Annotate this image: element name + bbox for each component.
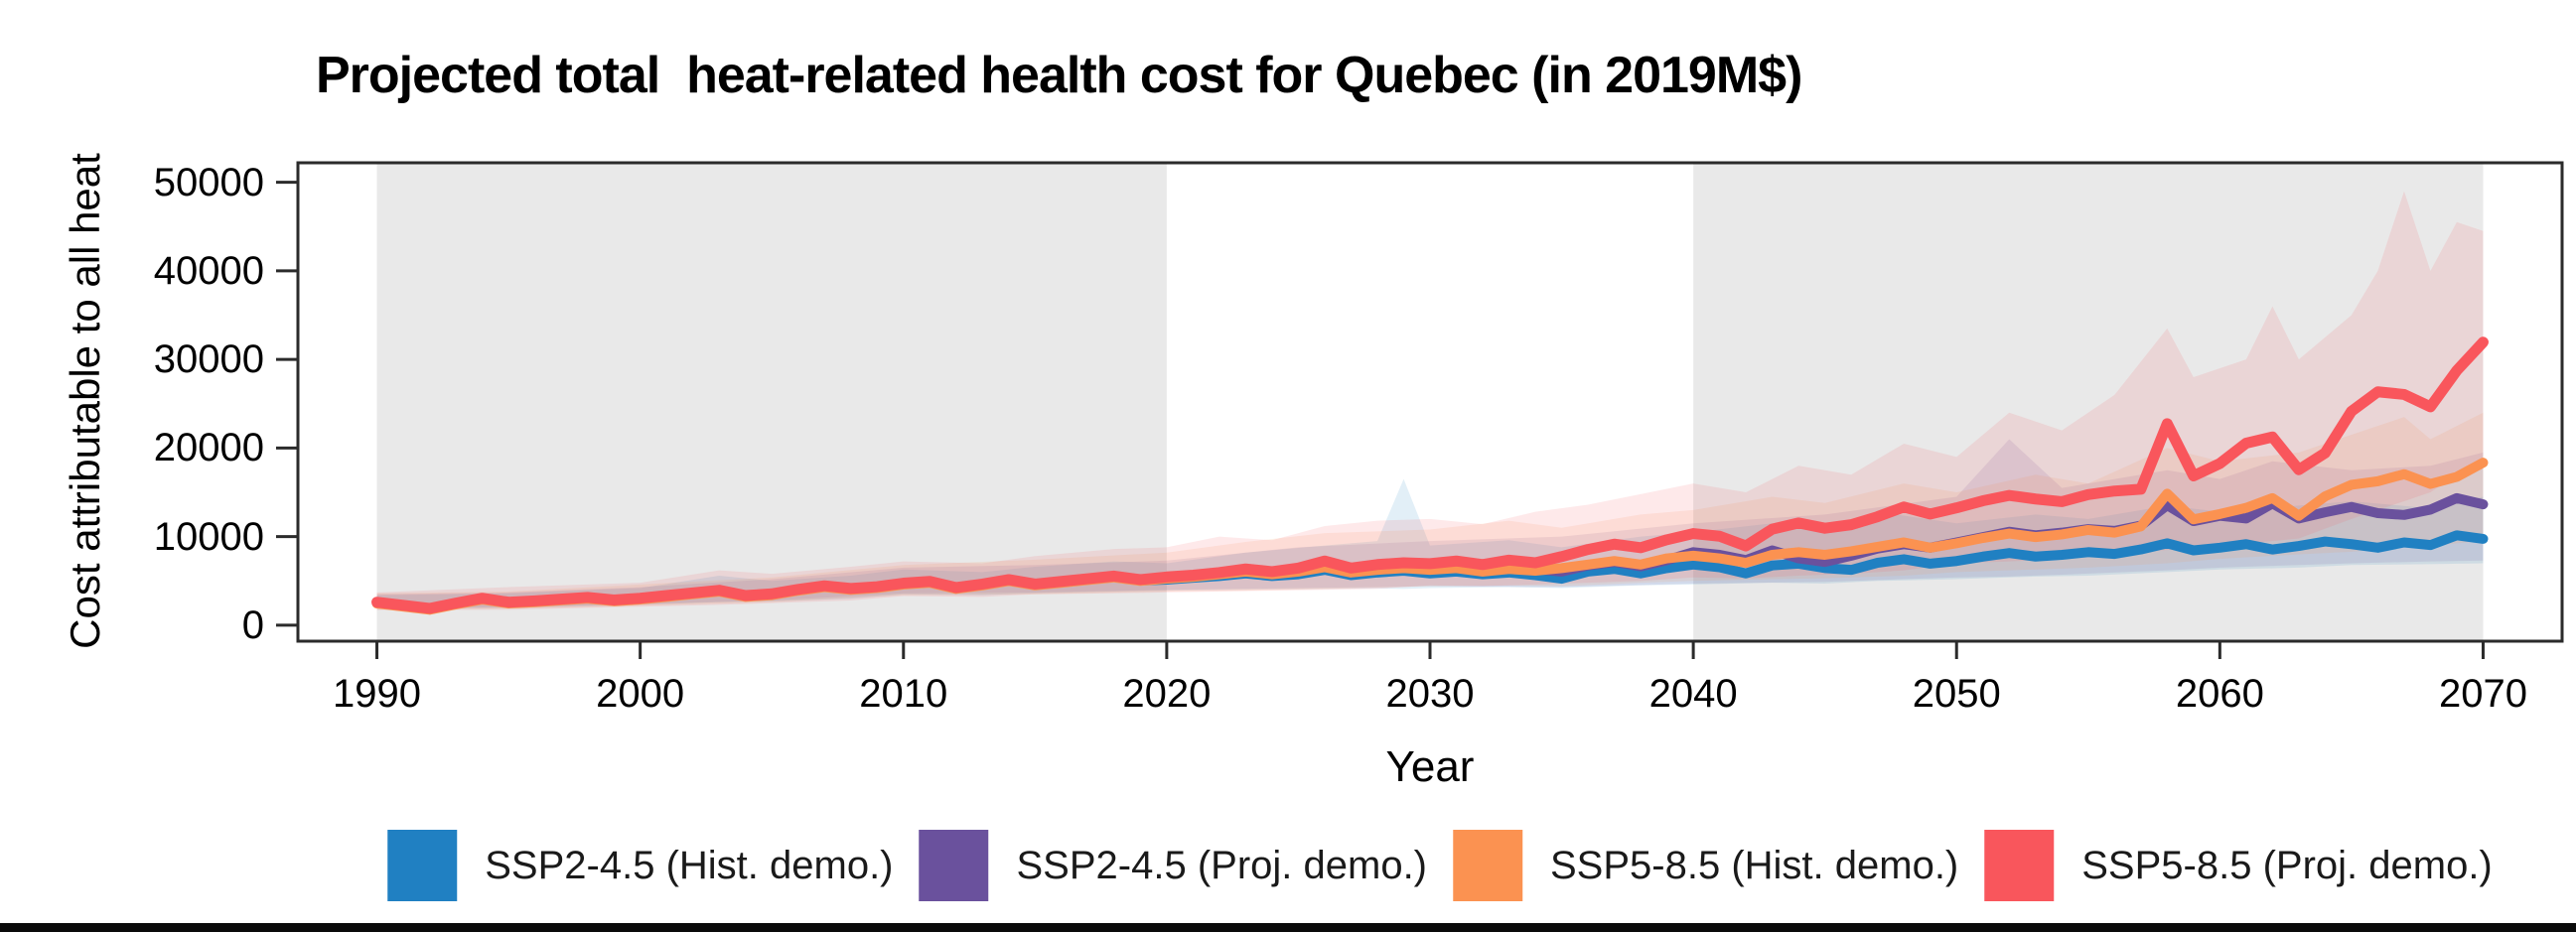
x-tick-label: 2040 (1648, 672, 1738, 716)
x-tick-label: 2020 (1122, 672, 1212, 716)
y-tick-label: 20000 (153, 426, 264, 470)
highlight-band (376, 163, 1167, 641)
data-line (371, 336, 2489, 614)
y-tick-label: 40000 (153, 248, 264, 293)
x-tick-label: 2050 (1912, 672, 2001, 716)
legend-item: SSP2-4.5 (Hist. demo.) (387, 830, 894, 901)
legend-swatch-icon (387, 830, 458, 901)
x-tick-label: 1990 (333, 672, 422, 716)
x-axis-label: Year (1385, 742, 1475, 791)
legend-item: SSP5-8.5 (Proj. demo.) (1984, 830, 2493, 901)
legend-label: SSP5-8.5 (Proj. demo.) (2081, 843, 2493, 887)
x-tick-label: 2030 (1385, 672, 1475, 716)
x-tick-label: 2070 (2438, 672, 2527, 716)
legend-swatch-icon (1984, 830, 2055, 901)
y-tick-label: 30000 (153, 337, 264, 382)
y-tick-label: 50000 (153, 160, 264, 204)
legend-label: SSP2-4.5 (Hist. demo.) (485, 843, 894, 887)
x-tick-label: 2060 (2175, 672, 2264, 716)
legend-item: SSP2-4.5 (Proj. demo.) (919, 830, 1428, 901)
bottom-divider-bar (0, 923, 2576, 932)
y-tick-label: 10000 (153, 514, 264, 559)
x-tick-label: 2000 (596, 672, 685, 716)
legend: SSP2-4.5 (Hist. demo.) SSP2-4.5 (Proj. de… (387, 830, 2493, 901)
plot-border (296, 161, 2564, 643)
legend-swatch-icon (1453, 830, 1522, 901)
legend-item: SSP5-8.5 (Hist. demo.) (1453, 830, 1958, 901)
chart-title: Projected total heat-related health cost… (316, 47, 1802, 104)
x-tick-label: 2010 (859, 672, 948, 716)
y-tick-label: 0 (241, 602, 264, 647)
legend-label: SSP2-4.5 (Proj. demo.) (1016, 843, 1428, 887)
legend-label: SSP5-8.5 (Hist. demo.) (1550, 843, 1959, 887)
legend-swatch-icon (919, 830, 989, 901)
confidence-band (376, 478, 2484, 608)
